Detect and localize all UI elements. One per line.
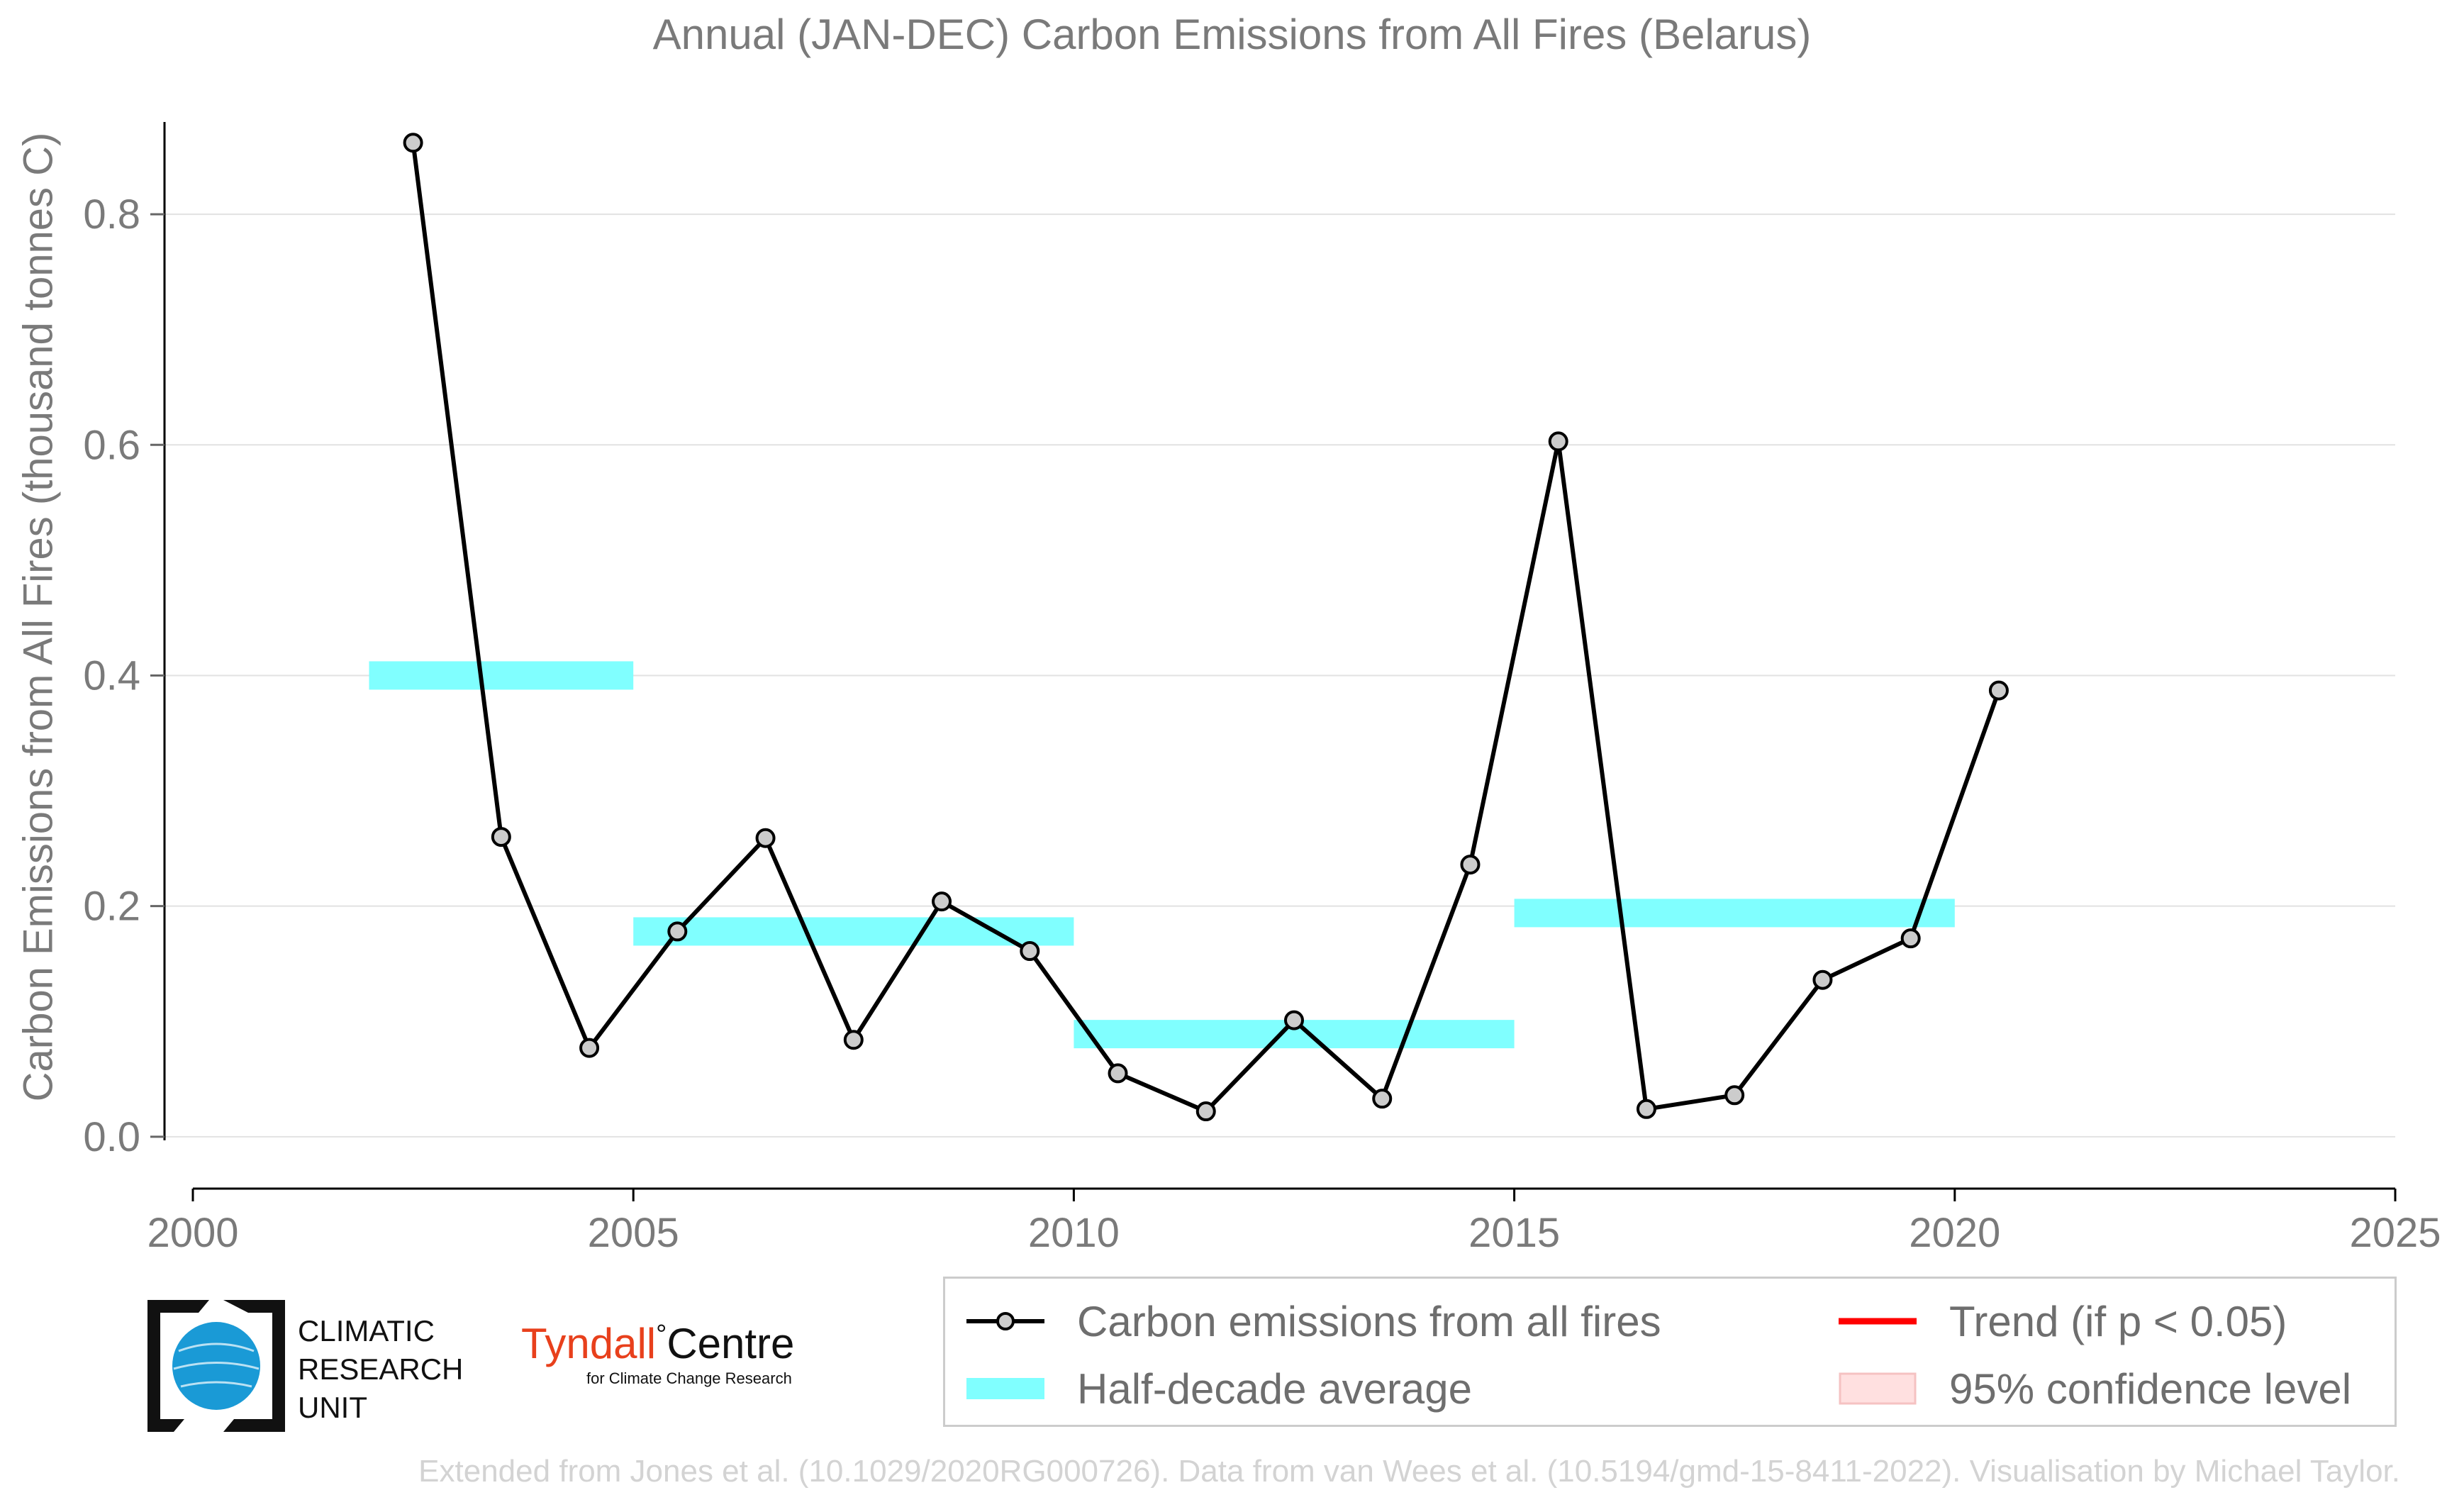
legend-label-emissions: Carbon emissions from all fires <box>1077 1297 1661 1345</box>
y-tick-label: 0.4 <box>83 652 140 699</box>
data-point <box>1372 1089 1393 1109</box>
data-point <box>1284 1010 1304 1030</box>
half-decade-band <box>1514 899 1955 928</box>
legend-item-half-decade: Half-decade average <box>966 1360 1472 1417</box>
data-point <box>755 828 776 848</box>
x-tick-label: 2010 <box>1028 1210 1120 1256</box>
data-point <box>579 1038 600 1058</box>
legend-label-trend: Trend (if p < 0.05) <box>1949 1297 2287 1345</box>
cru-line-2: RESEARCH <box>298 1352 464 1386</box>
tyndall-name: Tyndall <box>521 1320 657 1367</box>
axes <box>163 122 2395 1190</box>
tyndall-subtitle: for Climate Change Research <box>586 1369 792 1387</box>
legend-line-marker-icon <box>966 1312 1044 1330</box>
series-line <box>411 142 2001 1114</box>
half-decade-band <box>369 661 634 690</box>
x-tick-label: 2020 <box>1909 1210 2000 1256</box>
globe-icon <box>147 1300 285 1432</box>
data-point <box>1195 1101 1216 1122</box>
tyndall-centre: Centre <box>667 1320 795 1367</box>
data-point <box>1020 941 1040 962</box>
x-ticks: 2000 2005 2010 2015 2020 2025 <box>147 1189 2441 1256</box>
y-tick-label: 0.2 <box>83 884 140 930</box>
half-decade-bands <box>369 661 1955 1049</box>
chart-title: Annual (JAN-DEC) Carbon Emissions from A… <box>652 11 1812 58</box>
legend-item-trend: Trend (if p < 0.05) <box>1839 1293 2287 1350</box>
legend-confidence-patch-icon <box>1839 1372 1917 1405</box>
legend-band-icon <box>966 1378 1044 1399</box>
cru-line-3: UNIT <box>298 1391 367 1424</box>
data-point <box>843 1030 864 1050</box>
data-point <box>1108 1063 1128 1084</box>
data-point <box>1460 855 1481 875</box>
data-point <box>667 921 688 942</box>
series-layer <box>403 133 2009 1122</box>
legend-item-emissions: Carbon emissions from all fires <box>966 1293 1661 1350</box>
data-point <box>403 133 423 153</box>
x-tick-label: 2000 <box>147 1210 238 1256</box>
y-tick-label: 0.6 <box>83 422 140 468</box>
x-tick-label: 2025 <box>2349 1210 2441 1256</box>
data-point <box>932 891 952 912</box>
footer-credits: Extended from Jones et al. (10.1029/2020… <box>418 1454 2400 1489</box>
y-tick-label: 0.8 <box>83 191 140 238</box>
data-point <box>1724 1085 1745 1106</box>
legend-trend-line-icon <box>1839 1318 1917 1325</box>
x-tick-label: 2005 <box>588 1210 679 1256</box>
data-point <box>1812 969 1833 990</box>
legend-item-confidence: 95% confidence level <box>1839 1360 2351 1417</box>
y-tick-label: 0.0 <box>83 1114 140 1160</box>
data-point <box>1988 680 2009 701</box>
cru-logo-text: CLIMATIC RESEARCH UNIT <box>298 1312 463 1427</box>
data-point <box>491 827 511 847</box>
y-ticks: 0.0 0.2 0.4 0.6 0.8 <box>83 191 165 1160</box>
data-point <box>1548 431 1568 452</box>
legend-label-half-decade: Half-decade average <box>1077 1364 1473 1413</box>
data-point <box>1900 928 1921 949</box>
half-decade-band <box>633 917 1074 946</box>
legend-label-confidence: 95% confidence level <box>1949 1364 2352 1413</box>
cru-line-1: CLIMATIC <box>298 1314 435 1347</box>
tyndall-degree: ° <box>656 1320 667 1350</box>
tyndall-logo: Tyndall°Centre for Climate Change Resear… <box>521 1319 794 1388</box>
x-tick-label: 2015 <box>1468 1210 1560 1256</box>
legend: Carbon emissions from all fires Half-dec… <box>943 1277 2397 1427</box>
data-point <box>1636 1099 1656 1119</box>
